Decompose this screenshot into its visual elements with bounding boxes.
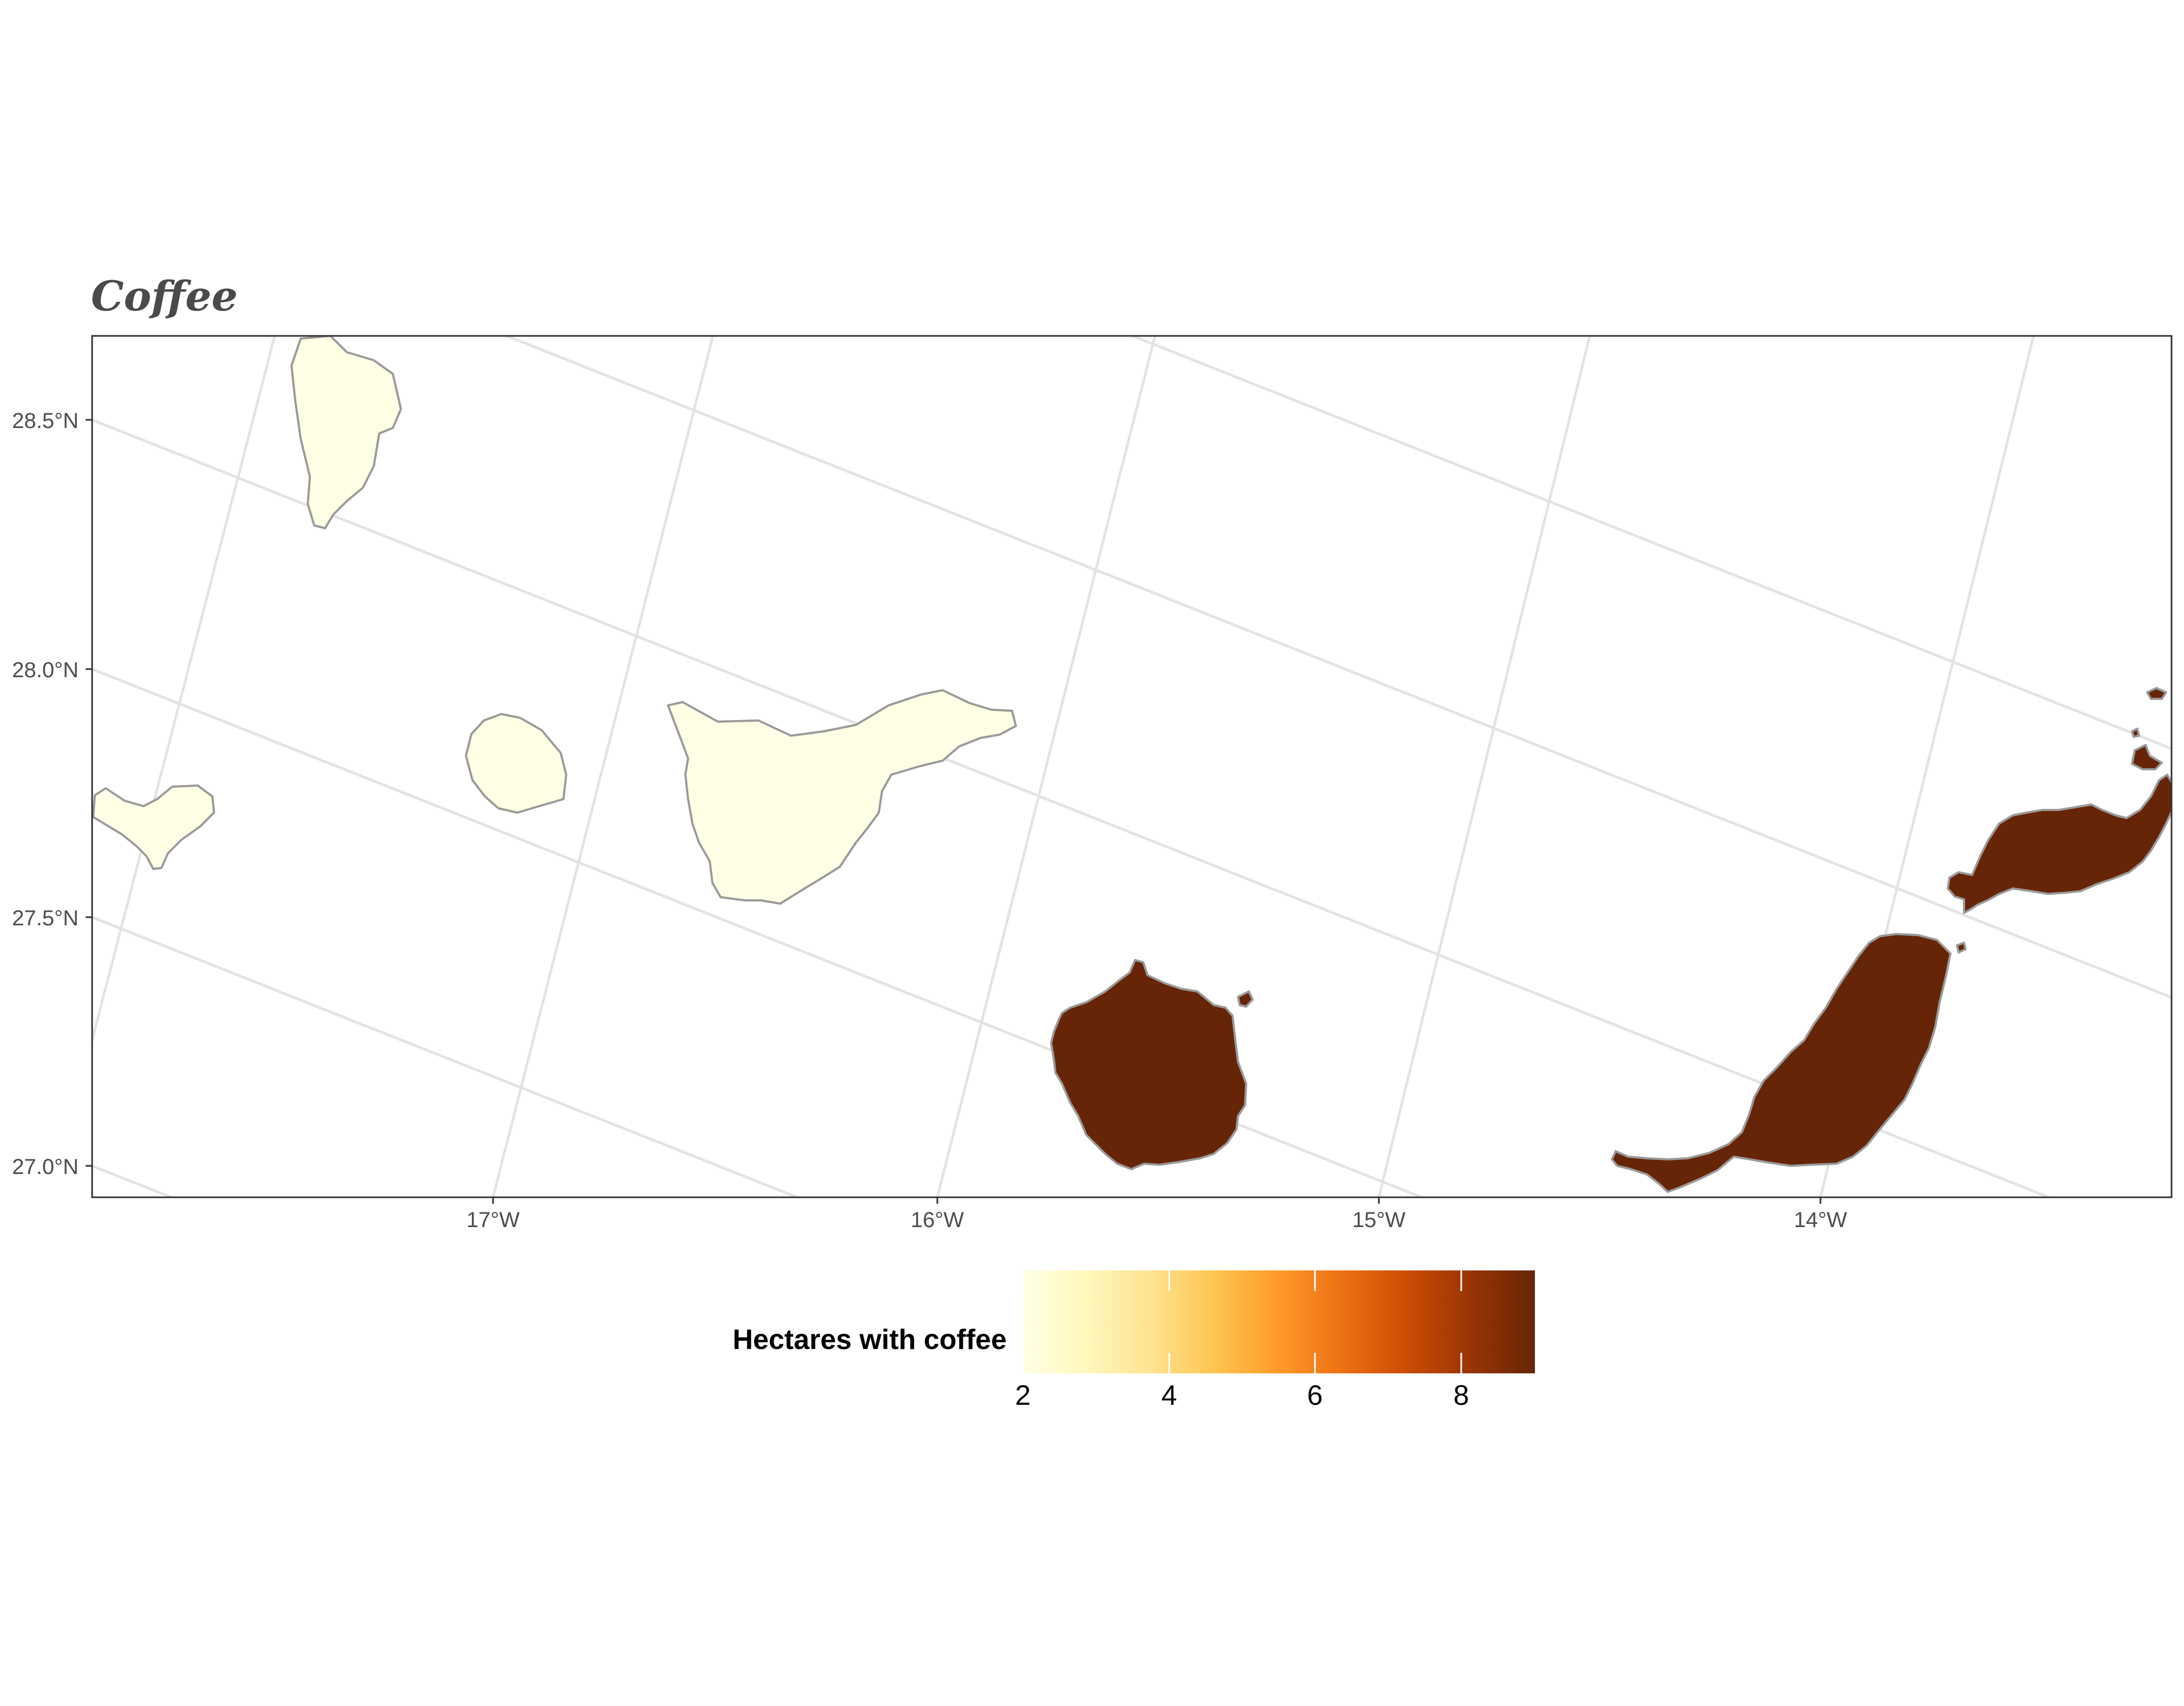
legend: Hectares with coffee 2 4 6 8 xyxy=(733,1270,1535,1411)
longitude-label: 14°W xyxy=(1794,1208,1847,1232)
latitude-label: 28.0°N xyxy=(12,658,79,682)
legend-tick-label: 2 xyxy=(1015,1380,1031,1411)
longitude-label: 17°W xyxy=(466,1208,520,1232)
latitude-label: 28.5°N xyxy=(12,409,79,433)
legend-colorbar xyxy=(1023,1270,1535,1373)
legend-title: Hectares with coffee xyxy=(733,1324,1007,1355)
graticule-lon-16 xyxy=(936,336,1157,1197)
island-lanzarote xyxy=(1947,687,2172,914)
latitude-label: 27.5°N xyxy=(12,906,79,930)
graticule-lon-15 xyxy=(1377,336,1591,1197)
longitude-axis: 17°W 16°W 15°W 14°W xyxy=(466,1197,1847,1232)
island-fuerteventura xyxy=(1611,933,1967,1193)
legend-tick-label: 8 xyxy=(1454,1380,1469,1411)
island-tenerife xyxy=(667,689,1017,905)
graticule-lat-27.0 xyxy=(92,1164,175,1197)
map-title: Coffee xyxy=(91,272,238,320)
graticule-lon-17 xyxy=(491,336,715,1197)
graticule-lat-29.0 xyxy=(503,336,2172,999)
longitude-label: 16°W xyxy=(911,1208,964,1232)
island-la-gomera xyxy=(465,713,567,814)
graticule-lon-18 xyxy=(92,336,276,1041)
island-gran-canaria xyxy=(1050,959,1254,1170)
latitude-label: 27.0°N xyxy=(12,1155,79,1179)
legend-tick-label: 4 xyxy=(1162,1380,1177,1411)
legend-tick-marks xyxy=(1022,1270,1462,1373)
graticule-lat-27.5 xyxy=(92,916,801,1197)
longitude-label: 15°W xyxy=(1352,1208,1405,1232)
islands xyxy=(92,336,2172,1193)
island-la-palma xyxy=(290,336,402,529)
map-panel-border xyxy=(91,335,2173,1198)
legend-tick-label: 6 xyxy=(1307,1380,1323,1411)
latitude-axis: 28.5°N 28.0°N 27.5°N 27.0°N xyxy=(12,409,92,1179)
graticule-lat-29.5 xyxy=(1129,336,2172,750)
island-el-hierro xyxy=(92,784,215,870)
